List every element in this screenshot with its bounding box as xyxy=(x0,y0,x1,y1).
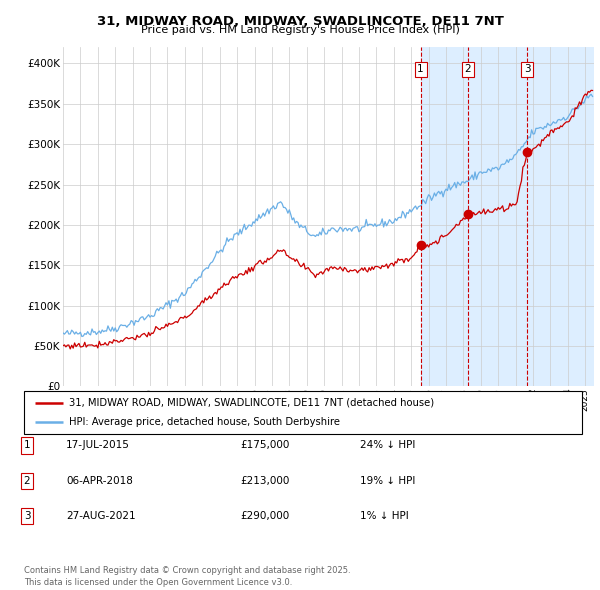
Text: £213,000: £213,000 xyxy=(240,476,289,486)
Text: 2: 2 xyxy=(23,476,31,486)
Text: 24% ↓ HPI: 24% ↓ HPI xyxy=(360,441,415,450)
Text: 3: 3 xyxy=(23,512,31,521)
Text: £175,000: £175,000 xyxy=(240,441,289,450)
Text: 19% ↓ HPI: 19% ↓ HPI xyxy=(360,476,415,486)
Text: 31, MIDWAY ROAD, MIDWAY, SWADLINCOTE, DE11 7NT: 31, MIDWAY ROAD, MIDWAY, SWADLINCOTE, DE… xyxy=(97,15,503,28)
Text: Contains HM Land Registry data © Crown copyright and database right 2025.
This d: Contains HM Land Registry data © Crown c… xyxy=(24,566,350,587)
Text: 1: 1 xyxy=(23,441,31,450)
Text: 1% ↓ HPI: 1% ↓ HPI xyxy=(360,512,409,521)
Bar xyxy=(421,47,594,386)
Text: 1: 1 xyxy=(417,64,424,74)
Text: 2: 2 xyxy=(464,64,471,74)
Text: 06-APR-2018: 06-APR-2018 xyxy=(66,476,133,486)
Text: Price paid vs. HM Land Registry's House Price Index (HPI): Price paid vs. HM Land Registry's House … xyxy=(140,25,460,35)
Text: £290,000: £290,000 xyxy=(240,512,289,521)
Text: 3: 3 xyxy=(524,64,530,74)
Text: 27-AUG-2021: 27-AUG-2021 xyxy=(66,512,136,521)
Text: 31, MIDWAY ROAD, MIDWAY, SWADLINCOTE, DE11 7NT (detached house): 31, MIDWAY ROAD, MIDWAY, SWADLINCOTE, DE… xyxy=(68,398,434,408)
Text: HPI: Average price, detached house, South Derbyshire: HPI: Average price, detached house, Sout… xyxy=(68,417,340,427)
Text: 17-JUL-2015: 17-JUL-2015 xyxy=(66,441,130,450)
